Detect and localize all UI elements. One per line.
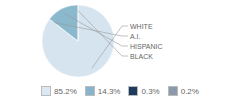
svg-text:BLACK: BLACK <box>130 53 153 60</box>
svg-text:WHITE: WHITE <box>130 23 153 30</box>
html-text:85.2%: 85.2% <box>54 86 77 96</box>
svg-text:A.I.: A.I. <box>130 33 141 40</box>
svg-text:HISPANIC: HISPANIC <box>130 43 163 50</box>
html-text:0.2%: 0.2% <box>180 86 199 96</box>
html-text:14.3%: 14.3% <box>97 86 121 96</box>
html-text:0.3%: 0.3% <box>141 86 160 96</box>
